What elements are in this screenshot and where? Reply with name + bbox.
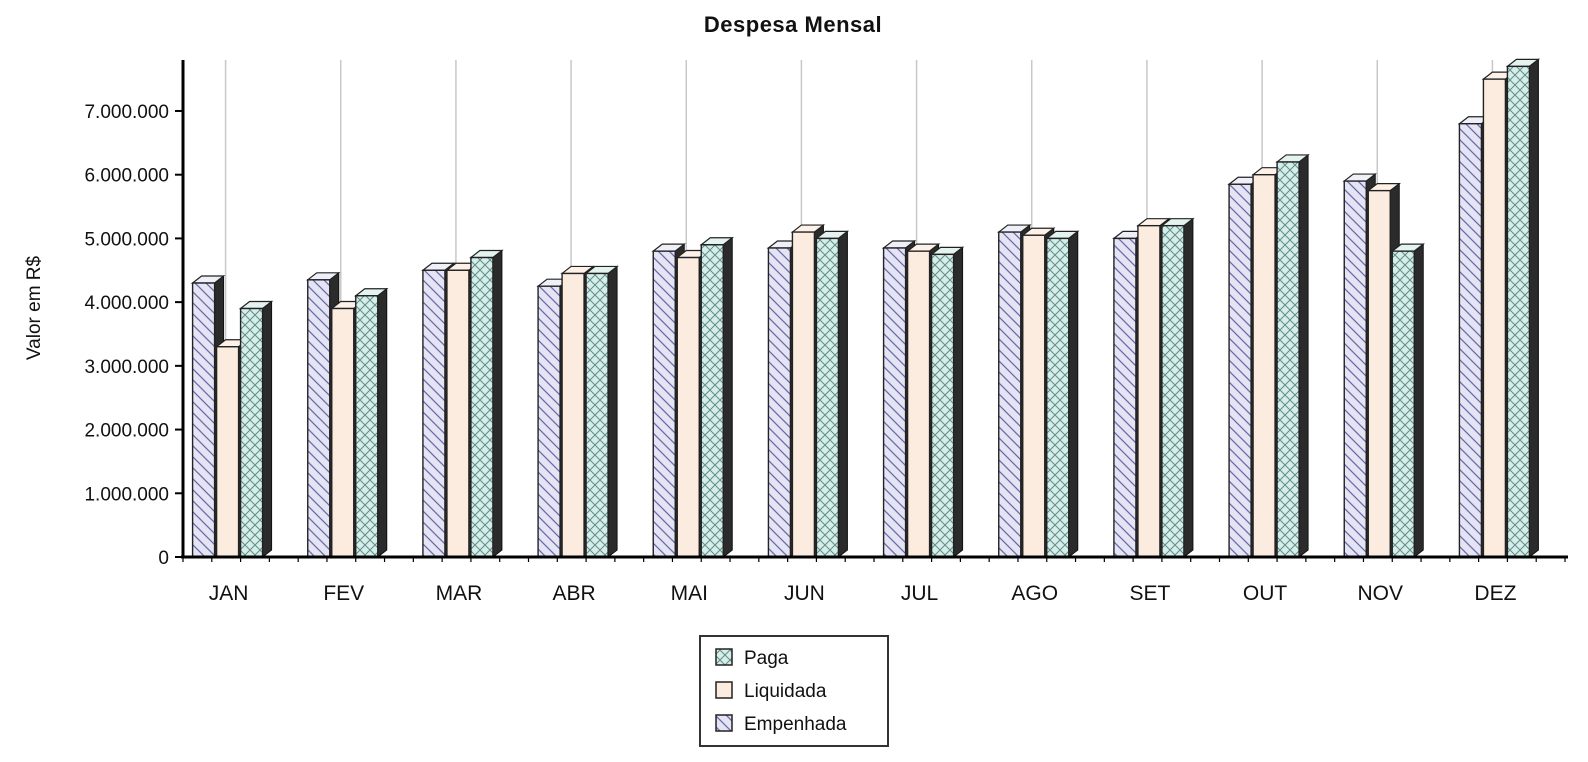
bar-paga-dez — [1506, 65, 1531, 558]
bar-liquidada-dez — [1482, 78, 1507, 558]
bar-side-paga — [492, 249, 503, 559]
y-tick-label: 3.000.000 — [84, 357, 169, 378]
legend: Paga Liquidada Empenhada — [699, 635, 889, 747]
y-tick-label: 7.000.000 — [84, 102, 169, 123]
bar-side-paga — [1068, 230, 1079, 559]
x-tick-label: JUL — [901, 582, 938, 605]
x-tick-label: NOV — [1357, 582, 1403, 605]
axes: 0 1.000.000 2.000.000 3.000.000 4.000.000 5.0… — [84, 60, 1568, 605]
bar-paga-set — [1161, 224, 1185, 558]
legend-swatch-empenhada — [715, 714, 733, 732]
bar-side-paga — [1183, 217, 1194, 559]
bar-paga-nov — [1391, 250, 1415, 558]
bar-liquidada-jun — [791, 231, 816, 558]
y-axis-label: Valor em R$ — [24, 255, 45, 360]
bar-empenhada-ago — [998, 231, 1022, 558]
x-tick-label: SET — [1129, 582, 1170, 605]
bar-liquidada-mai — [676, 256, 700, 558]
x-tick-label: OUT — [1243, 582, 1288, 605]
y-tick-label: 0 — [158, 548, 169, 569]
bar-liquidada-abr — [561, 272, 585, 558]
bar-empenhada-dez — [1458, 123, 1483, 558]
bar-liquidada-out — [1252, 173, 1276, 558]
bar-empenhada-jun — [767, 247, 792, 558]
bar-paga-jan — [239, 307, 264, 558]
bar-liquidada-jul — [906, 250, 931, 558]
bar-side-paga — [837, 230, 848, 559]
chart-title: Despesa Mensal — [704, 12, 882, 37]
bar-side-paga — [953, 246, 964, 559]
bar-paga-jun — [815, 237, 840, 558]
bars — [190, 58, 1541, 559]
bar-paga-out — [1276, 161, 1300, 558]
bar-liquidada-set — [1137, 224, 1161, 558]
x-tick-label: MAR — [436, 582, 483, 605]
bar-side-paga — [262, 300, 273, 559]
bar-empenhada-mar — [422, 269, 446, 558]
legend-swatch-paga — [715, 648, 733, 666]
bar-empenhada-fev — [307, 279, 331, 558]
y-tick-label: 5.000.000 — [84, 229, 169, 250]
bar-empenhada-jan — [191, 282, 216, 558]
x-tick-label: JAN — [209, 582, 249, 605]
x-tick-label: ABR — [552, 582, 595, 605]
legend-label-empenhada: Empenhada — [744, 714, 847, 735]
bar-side-paga — [1528, 58, 1539, 559]
bar-side-paga — [607, 265, 618, 559]
bar-liquidada-mar — [446, 269, 470, 558]
bar-liquidada-jan — [215, 346, 240, 558]
bar-empenhada-abr — [537, 285, 561, 558]
bar-empenhada-nov — [1343, 180, 1367, 558]
bar-empenhada-mai — [652, 250, 676, 558]
bar-side-paga — [1298, 153, 1309, 559]
x-tick-label: DEZ — [1474, 582, 1516, 605]
bar-empenhada-out — [1228, 183, 1252, 558]
x-tick-label: AGO — [1011, 582, 1058, 605]
legend-swatch-liquidada — [715, 681, 733, 699]
bar-empenhada-set — [1113, 237, 1137, 558]
bar-empenhada-jul — [882, 247, 907, 558]
bar-side-paga — [377, 287, 388, 559]
y-tick-label: 1.000.000 — [84, 484, 169, 505]
bar-liquidada-nov — [1367, 189, 1391, 558]
bar-side-paga — [722, 236, 733, 559]
bar-liquidada-ago — [1022, 234, 1046, 558]
bar-paga-ago — [1046, 237, 1070, 558]
y-tick-label: 6.000.000 — [84, 166, 169, 187]
legend-label-paga: Paga — [744, 648, 789, 669]
bar-paga-mar — [470, 256, 494, 558]
bar-paga-abr — [585, 272, 609, 558]
bar-liquidada-fev — [331, 307, 355, 558]
bar-side-paga — [1413, 243, 1424, 559]
bar-paga-mai — [700, 244, 724, 558]
y-tick-label: 2.000.000 — [84, 421, 169, 442]
x-tick-label: MAI — [671, 582, 708, 605]
bar-paga-jul — [930, 253, 955, 558]
bar-paga-fev — [355, 295, 379, 558]
x-tick-label: JUN — [784, 582, 825, 605]
x-tick-label: FEV — [323, 582, 364, 605]
legend-label-liquidada: Liquidada — [744, 681, 827, 702]
y-tick-label: 4.000.000 — [84, 293, 169, 314]
